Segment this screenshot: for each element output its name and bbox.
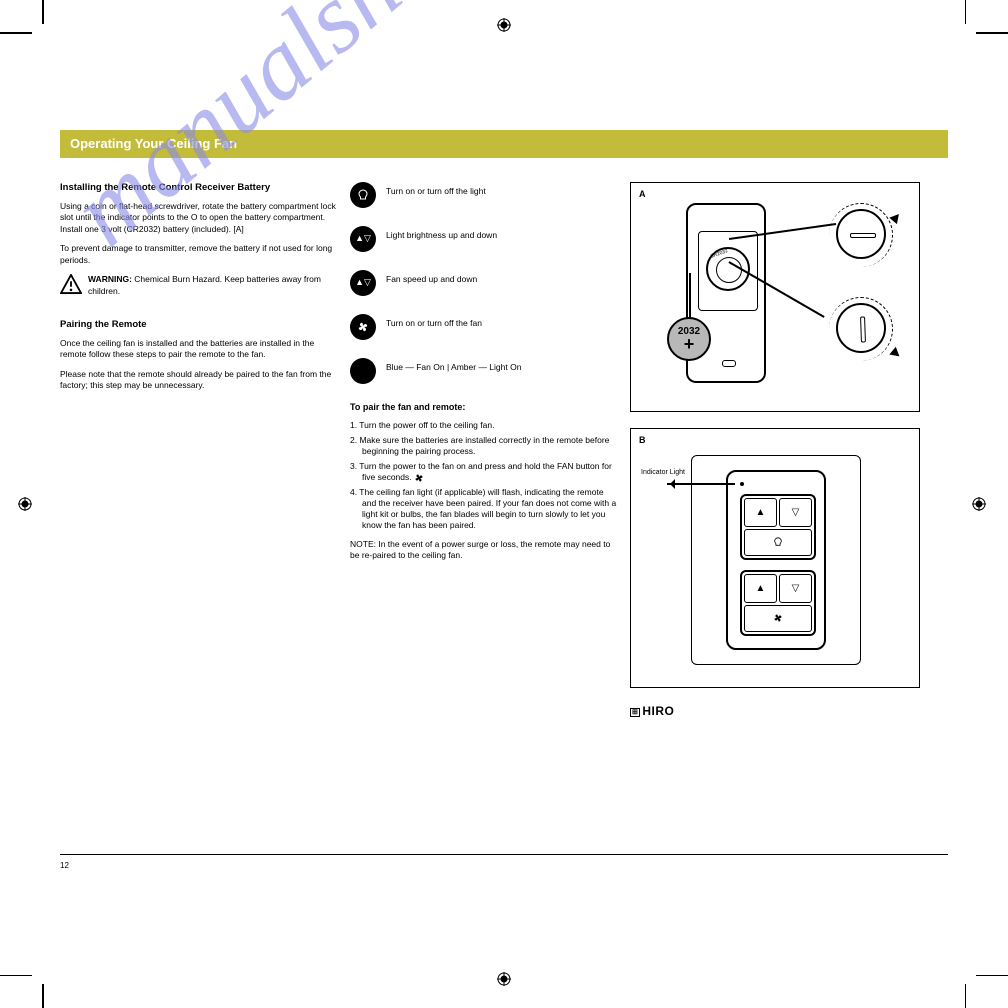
wall-plate-illustration: ▲ ▽ ▲ ▽ [691, 455, 861, 665]
warning-icon [60, 274, 82, 294]
crop-mark [976, 32, 1008, 34]
footer: 12 [60, 854, 948, 870]
figure-a: A CR2032 2032 + [630, 182, 920, 412]
page: Operating Your Ceiling Fan Installing th… [60, 80, 948, 910]
remote-btn-speed-down: ▽ [779, 574, 812, 603]
warning-row: WARNING: Chemical Burn Hazard. Keep batt… [60, 274, 338, 305]
figure-label: B [639, 435, 646, 445]
button-desc-row: Turn on or turn off the light [350, 182, 618, 208]
button-icon-fan [350, 314, 376, 340]
figure-b: B Indicator Light ▲ ▽ ▲ ▽ [630, 428, 920, 688]
step: 3. Turn the power to the fan on and pres… [350, 461, 618, 483]
warning-text: WARNING: Chemical Burn Hazard. Keep batt… [88, 274, 338, 297]
remote-btn-light [744, 529, 812, 557]
button-icon-dim: ▲▽ [350, 226, 376, 252]
lock-slot-open [836, 209, 886, 259]
content-columns: Installing the Remote Control Receiver B… [60, 182, 948, 718]
crop-mark [0, 975, 32, 977]
paragraph: To prevent damage to transmitter, remove… [60, 243, 338, 266]
registration-mark [18, 497, 32, 511]
registration-mark [497, 972, 511, 986]
button-desc: Fan speed up and down [386, 270, 477, 285]
remote-btn-speed-up: ▲ [744, 574, 777, 603]
paragraph: Please note that the remote should alrea… [60, 369, 338, 392]
button-desc-row: Turn on or turn off the fan [350, 314, 618, 340]
right-column: A CR2032 2032 + [630, 182, 930, 718]
registration-mark [972, 497, 986, 511]
figure-label: A [639, 189, 646, 199]
plus-icon: + [684, 337, 695, 351]
battery-coin-icon: 2032 + [667, 317, 711, 361]
button-desc: Turn on or turn off the fan [386, 314, 482, 329]
middle-column: Turn on or turn off the light ▲▽ Light b… [350, 182, 630, 718]
button-desc: Blue — Fan On | Amber — Light On [386, 358, 521, 373]
brand-logo: ⊞HIRO [630, 704, 930, 718]
button-icon-light [350, 182, 376, 208]
crop-mark [965, 0, 967, 24]
heading-pair-steps: To pair the fan and remote: [350, 402, 618, 414]
remote-btn-dim-up: ▲ [744, 498, 777, 527]
note: NOTE: In the event of a power surge or l… [350, 539, 618, 561]
paragraph: Using a coin or flat-head screwdriver, r… [60, 201, 338, 235]
button-desc-row: ▲▽ Fan speed up and down [350, 270, 618, 296]
crop-mark [42, 0, 44, 24]
fan-icon [414, 473, 424, 483]
button-desc-row: Blue — Fan On | Amber — Light On [350, 358, 618, 384]
crop-mark [976, 975, 1008, 977]
paragraph: Once the ceiling fan is installed and th… [60, 338, 338, 361]
button-desc-row: ▲▽ Light brightness up and down [350, 226, 618, 252]
button-desc: Turn on or turn off the light [386, 182, 486, 197]
section-header: Operating Your Ceiling Fan [60, 130, 948, 158]
left-column: Installing the Remote Control Receiver B… [60, 182, 350, 718]
indicator-note: Indicator Light [641, 469, 689, 476]
button-icon-indicator [350, 358, 376, 384]
page-number: 12 [60, 861, 69, 870]
lock-slot-closed [836, 303, 886, 353]
remote-btn-dim-down: ▽ [779, 498, 812, 527]
heading-install-battery: Installing the Remote Control Receiver B… [60, 182, 338, 195]
step: 1. Turn the power off to the ceiling fan… [350, 420, 618, 431]
crop-mark [965, 984, 967, 1008]
remote-btn-fan [744, 605, 812, 633]
crop-mark [0, 32, 32, 34]
crop-mark [42, 984, 44, 1008]
button-desc: Light brightness up and down [386, 226, 497, 241]
step: 4. The ceiling fan light (if applicable)… [350, 487, 618, 531]
button-icon-speed: ▲▽ [350, 270, 376, 296]
heading-pairing: Pairing the Remote [60, 319, 338, 332]
registration-mark [497, 18, 511, 32]
step: 2. Make sure the batteries are installed… [350, 435, 618, 457]
